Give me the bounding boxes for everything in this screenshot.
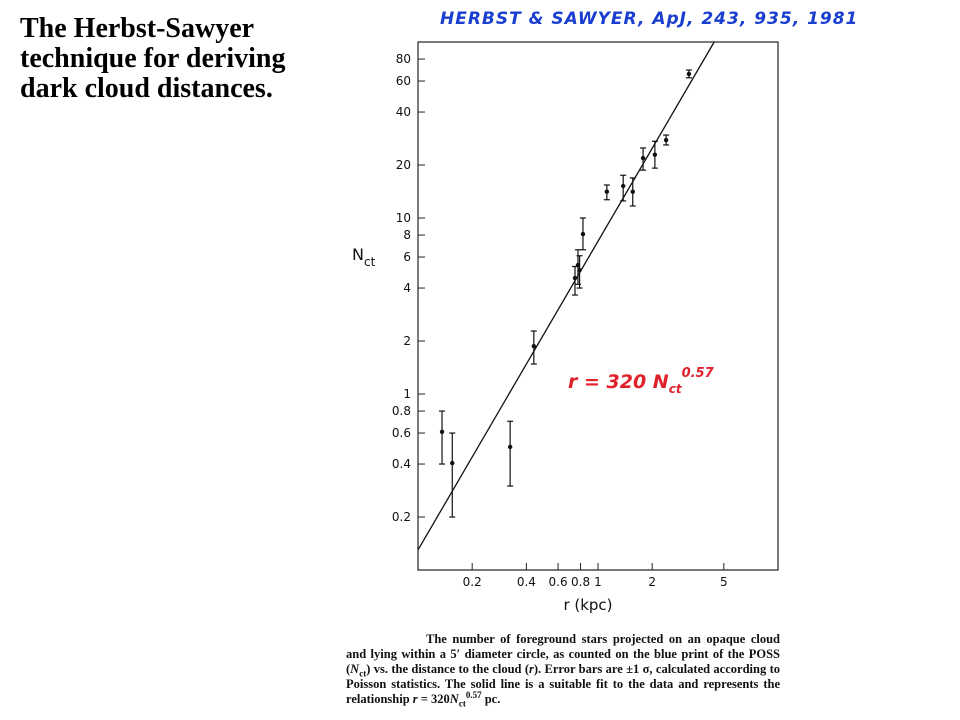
y-tick-label: 0.6 [392, 426, 411, 440]
y-tick-label: 10 [396, 211, 411, 225]
citation: HERBST & SAWYER, ApJ, 243, 935, 1981 [440, 9, 858, 29]
x-axis-label: r (kpc) [563, 596, 612, 614]
data-point [620, 183, 626, 189]
y-tick-label: 40 [396, 105, 411, 119]
caption-segment: ct [359, 668, 367, 679]
y-tick-label: 80 [396, 52, 411, 66]
error-bar [507, 420, 514, 487]
caption-segment: r [529, 662, 534, 676]
error-bar [571, 265, 578, 296]
data-point [439, 429, 445, 434]
caption-segment: ) vs. the distance to the cloud ( [366, 662, 529, 676]
error-bar [439, 410, 446, 465]
chart: HERBST & SAWYER, ApJ, 243, 935, 1981 0.2… [352, 9, 858, 614]
x-tick-label: 1 [594, 575, 602, 589]
annotation-base: r = 320 N [568, 371, 669, 393]
fit-line [417, 41, 715, 551]
y-axis-label-base: N [352, 245, 364, 264]
y-tick-label: 20 [396, 158, 411, 172]
x-tick-label: 2 [648, 575, 656, 589]
data-point [507, 444, 513, 450]
annotation-sup: 0.57 [682, 366, 715, 381]
caption-segment: N [449, 692, 459, 706]
y-tick-label: 0.8 [392, 404, 411, 418]
data-point [531, 343, 537, 349]
y-tick-label: 2 [403, 334, 411, 348]
y-tick-label: 0.4 [392, 457, 411, 471]
caption: The number of foreground stars projected… [346, 632, 780, 709]
data-point [450, 460, 455, 466]
plot-frame [417, 41, 779, 571]
caption-segment: ct [458, 698, 466, 709]
y-tick-label: 8 [403, 228, 411, 242]
y-tick-label: 0.2 [392, 510, 411, 524]
caption-segment: r [412, 692, 418, 706]
y-tick-label: 6 [403, 250, 411, 264]
caption-segment: = 320 [417, 692, 450, 706]
data-point [630, 189, 635, 194]
x-tick-label: 0.8 [571, 575, 590, 589]
caption-segment: 0.57 [465, 689, 482, 700]
data-point [652, 152, 658, 157]
data-point [577, 268, 582, 273]
x-tick-label: 0.4 [517, 575, 536, 589]
error-bar [449, 432, 456, 518]
y-axis-label: Nct [352, 245, 376, 269]
fit-annotation: r = 320 Nct0.57 [568, 366, 715, 396]
caption-segment: The number of foreground stars projected… [346, 632, 780, 676]
annotation-sub: ct [669, 382, 683, 396]
y-tick-label: 1 [403, 387, 411, 401]
data-point [686, 71, 692, 77]
data-point [663, 137, 669, 143]
data-point [572, 275, 578, 281]
y-tick-label: 4 [403, 281, 411, 295]
caption-segment: ). Error bars are ±1 σ, calculated accor… [346, 662, 780, 706]
x-tick-label: 5 [720, 575, 728, 589]
data-point [640, 155, 646, 161]
slide-title: The Herbst-Sawyer technique for deriving… [20, 13, 286, 104]
x-tick-label: 0.6 [549, 575, 568, 589]
data-point [580, 231, 586, 237]
y-tick-label: 60 [396, 74, 411, 88]
data-point [604, 189, 610, 194]
caption-segment: pc. [481, 692, 501, 706]
x-tick-label: 0.2 [463, 575, 482, 589]
caption-segment: N [350, 662, 360, 676]
y-axis-label-sub: ct [364, 255, 376, 269]
